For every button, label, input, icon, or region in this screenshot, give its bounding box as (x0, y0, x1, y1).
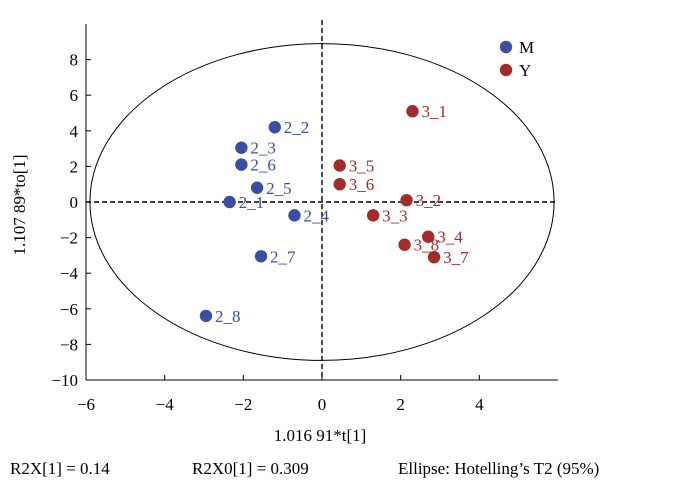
x-tick-label: 4 (475, 395, 484, 414)
data-point (199, 309, 213, 323)
data-point (254, 250, 268, 263)
y-tick-label: 4 (70, 122, 79, 141)
data-point (427, 250, 441, 264)
data-point-label: 3_7 (443, 248, 469, 267)
y-tick-label: −10 (51, 371, 78, 390)
data-point (268, 121, 281, 134)
legend-marker (499, 40, 513, 54)
data-point (223, 195, 236, 209)
y-tick-label: 2 (70, 157, 79, 176)
x-tick-label: −6 (77, 395, 95, 414)
data-point-label: 3_1 (421, 102, 447, 121)
data-point-label: 3_2 (416, 191, 442, 210)
data-point-label: 3_5 (349, 157, 375, 176)
legend-label: Y (519, 61, 531, 80)
data-point-label: 3_8 (414, 236, 440, 255)
y-tick-label: 8 (70, 51, 79, 70)
data-point (235, 158, 248, 171)
data-point (333, 159, 346, 172)
ellipse-note: Ellipse: Hotelling’s T2 (95%) (398, 459, 599, 478)
y-tick-label: 6 (70, 86, 79, 105)
data-point-label: 2_1 (239, 193, 264, 212)
data-point (235, 141, 248, 154)
data-point-label: 3_4 (437, 228, 463, 247)
data-point-label: 2_6 (250, 156, 276, 175)
data-point (406, 105, 419, 118)
r2x-value: R2X[1] = 0.14 (10, 459, 110, 478)
data-point-label: 2_2 (284, 118, 310, 137)
x-tick-label: 2 (396, 395, 405, 414)
r2x0-value: R2X0[1] = 0.309 (192, 459, 309, 478)
data-point (398, 238, 411, 251)
y-axis-title: 1.107 89*to[1] (10, 154, 29, 255)
x-tick-label: −4 (156, 395, 175, 414)
x-tick-label: 0 (318, 395, 327, 414)
legend-marker (499, 63, 513, 77)
data-point (422, 230, 435, 243)
data-point (250, 181, 264, 194)
data-point-label: 2_8 (215, 307, 241, 326)
x-tick-label: −2 (234, 395, 252, 414)
legend-label: M (519, 38, 534, 57)
data-point (288, 209, 301, 222)
data-point-label: 3_6 (349, 175, 375, 194)
plot-area: −10 −8 −6 −4 −2 0 2 4 6 8 −6 −4 −2 0 2 4 2_1 2_2 2_3 2_4 2_5… (51, 20, 558, 414)
y-tick-label: −2 (60, 229, 78, 248)
data-point-label: 2_5 (266, 179, 292, 198)
data-point-label: 2_4 (303, 206, 329, 225)
x-axis-title: 1.016 91*t[1] (274, 426, 367, 445)
data-point-label: 2_3 (250, 139, 276, 158)
y-tick-label: −6 (60, 300, 78, 319)
data-point (366, 209, 380, 222)
data-point-label: 2_7 (270, 247, 296, 266)
y-tick-label: 0 (70, 193, 79, 212)
y-tick-label: −4 (60, 264, 79, 283)
data-point-label: 3_3 (382, 206, 408, 225)
data-point (333, 178, 346, 191)
y-tick-label: −8 (60, 335, 78, 354)
data-point (400, 194, 413, 207)
